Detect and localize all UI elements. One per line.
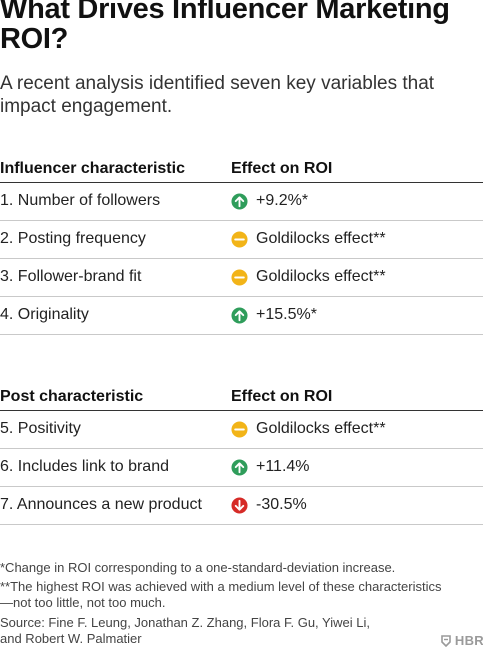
row-effect: +11.4% xyxy=(256,458,310,475)
source-line-2: and Robert W. Palmatier xyxy=(0,631,142,646)
neutral-dash-icon xyxy=(231,269,248,286)
table-row: 2. Posting frequency Goldilocks effect** xyxy=(0,221,483,259)
row-effect: Goldilocks effect** xyxy=(256,230,386,247)
row-effect: Goldilocks effect** xyxy=(256,420,386,437)
neutral-dash-icon xyxy=(231,231,248,248)
column-header-effect: Effect on ROI xyxy=(231,388,333,405)
row-effect: +15.5%* xyxy=(256,306,317,323)
source-line-1: Source: Fine F. Leung, Jonathan Z. Zhang… xyxy=(0,615,370,630)
subtitle-line-2: impact engagement. xyxy=(0,96,173,117)
title-line-1: What Drives Influencer Marketing xyxy=(0,0,450,25)
title-line-2: ROI? xyxy=(0,23,69,55)
row-effect: -30.5% xyxy=(256,496,307,513)
neutral-dash-icon xyxy=(231,421,248,438)
table-row: 7. Announces a new product -30.5% xyxy=(0,487,483,525)
table-header: Post characteristic Effect on ROI xyxy=(0,374,483,411)
arrow-up-icon xyxy=(231,307,248,324)
table-header: Influencer characteristic Effect on ROI xyxy=(0,146,483,183)
footnote-2-line-1: **The highest ROI was achieved with a me… xyxy=(0,579,442,594)
footnotes: *Change in ROI corresponding to a one-st… xyxy=(0,560,483,647)
column-header-characteristic: Influencer characteristic xyxy=(0,160,185,177)
footnote-2: **The highest ROI was achieved with a me… xyxy=(0,579,483,611)
row-label: 3. Follower-brand fit xyxy=(0,268,142,285)
source-note: Source: Fine F. Leung, Jonathan Z. Zhang… xyxy=(0,615,483,647)
row-label: 2. Posting frequency xyxy=(0,230,146,247)
subtitle: A recent analysis identified seven key v… xyxy=(0,72,480,118)
table-row: 1. Number of followers +9.2%* xyxy=(0,183,483,221)
shield-icon xyxy=(441,635,451,648)
row-label: 6. Includes link to brand xyxy=(0,458,169,475)
influencer-characteristics-table: Influencer characteristic Effect on ROI … xyxy=(0,146,483,335)
row-label: 4. Originality xyxy=(0,306,89,323)
hbr-logo: HBR xyxy=(441,633,483,648)
footnote-1: *Change in ROI corresponding to a one-st… xyxy=(0,560,396,575)
row-label: 5. Positivity xyxy=(0,420,81,437)
table-row: 6. Includes link to brand +11.4% xyxy=(0,449,483,487)
subtitle-line-1: A recent analysis identified seven key v… xyxy=(0,73,435,94)
logo-text: HBR xyxy=(454,633,483,648)
arrow-up-icon xyxy=(231,459,248,476)
column-header-effect: Effect on ROI xyxy=(231,160,333,177)
row-label: 7. Announces a new product xyxy=(0,496,202,513)
page-title: What Drives Influencer Marketing ROI? xyxy=(0,0,483,54)
table-row: 3. Follower-brand fit Goldilocks effect*… xyxy=(0,259,483,297)
table-row: 5. Positivity Goldilocks effect** xyxy=(0,411,483,449)
row-label: 1. Number of followers xyxy=(0,192,161,209)
table-row: 4. Originality +15.5%* xyxy=(0,297,483,335)
footnote-2-line-2: —not too little, not too much. xyxy=(0,595,166,610)
arrow-up-icon xyxy=(231,193,248,210)
post-characteristics-table: Post characteristic Effect on ROI 5. Pos… xyxy=(0,374,483,525)
arrow-down-icon xyxy=(231,497,248,514)
row-effect: +9.2%* xyxy=(256,192,309,209)
row-effect: Goldilocks effect** xyxy=(256,268,386,285)
column-header-characteristic: Post characteristic xyxy=(0,388,144,405)
